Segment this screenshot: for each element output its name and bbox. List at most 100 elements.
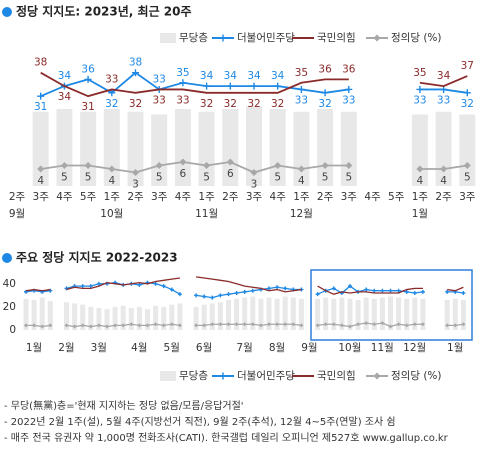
point-marker xyxy=(445,289,450,294)
legend-label: 국민의힘 xyxy=(317,32,356,44)
month-label: 10월 xyxy=(338,342,361,354)
value-label: 32 xyxy=(271,98,284,110)
point-marker xyxy=(177,323,182,328)
point-marker xyxy=(267,286,271,291)
value-label: 34 xyxy=(58,91,72,103)
point-marker xyxy=(453,323,458,328)
bar xyxy=(177,303,183,330)
value-label: 5 xyxy=(322,172,329,184)
bar xyxy=(331,298,337,330)
x-tick-label: 2주 xyxy=(222,191,239,203)
bar xyxy=(161,306,167,330)
title-bullet xyxy=(2,253,12,263)
point-marker xyxy=(373,34,381,42)
point-marker xyxy=(203,162,211,169)
bar xyxy=(23,298,29,330)
value-label: 33 xyxy=(176,94,189,106)
bar xyxy=(420,298,426,330)
legend-label: 무당층 xyxy=(179,370,208,382)
x-tick-label: 3주 xyxy=(151,191,168,203)
point-marker xyxy=(461,322,466,327)
point-marker xyxy=(64,323,69,328)
value-label: 6 xyxy=(227,168,234,180)
point-marker xyxy=(274,82,282,90)
value-label: 4 xyxy=(108,175,115,187)
bar xyxy=(323,297,329,330)
point-marker xyxy=(96,281,101,286)
bar xyxy=(96,308,102,330)
point-marker xyxy=(274,162,282,169)
point-marker xyxy=(202,323,207,328)
month-label: 3월 xyxy=(91,342,107,354)
point-marker xyxy=(373,372,381,380)
value-label: 33 xyxy=(153,94,166,106)
month-label: 1월 xyxy=(447,342,463,354)
point-marker xyxy=(315,292,320,297)
point-marker xyxy=(234,322,239,327)
bar xyxy=(363,297,369,330)
point-marker xyxy=(234,291,239,296)
point-marker xyxy=(24,323,28,328)
point-marker xyxy=(461,291,466,296)
bar xyxy=(88,306,94,330)
bar xyxy=(460,299,466,330)
bar xyxy=(379,297,385,330)
point-marker xyxy=(72,324,77,329)
value-label: 4 xyxy=(37,175,44,187)
point-marker xyxy=(226,322,231,327)
y-tick-label: 0 xyxy=(9,324,16,336)
point-marker xyxy=(194,293,199,298)
bar xyxy=(112,306,118,330)
bar xyxy=(174,109,191,186)
month-label: 12월 xyxy=(290,208,313,220)
bar xyxy=(250,296,256,330)
x-tick-label: 2주 xyxy=(317,191,334,203)
value-label: 32 xyxy=(105,98,118,110)
x-tick-label: 4주 xyxy=(175,191,192,203)
month-label: 12월 xyxy=(403,342,426,354)
bar xyxy=(153,305,159,330)
value-label: 33 xyxy=(342,94,355,106)
point-marker xyxy=(339,323,344,328)
value-label: 4 xyxy=(298,175,305,187)
x-tick-label: 1주 xyxy=(412,191,429,203)
value-label: 36 xyxy=(342,63,356,75)
point-marker xyxy=(169,322,174,327)
point-marker xyxy=(153,281,158,286)
point-marker xyxy=(161,323,166,328)
month-label: 11월 xyxy=(371,342,394,354)
legend-label: 무당층 xyxy=(179,32,208,44)
point-marker xyxy=(275,322,280,327)
point-marker xyxy=(331,286,336,291)
point-marker xyxy=(345,85,353,93)
value-label: 33 xyxy=(413,94,426,106)
legend-label: 정의당 (%) xyxy=(391,32,442,44)
point-marker xyxy=(218,322,223,327)
value-label: 4 xyxy=(417,175,424,187)
point-marker xyxy=(416,165,424,173)
value-label: 33 xyxy=(153,73,166,85)
bar xyxy=(396,297,402,330)
bar xyxy=(198,111,215,186)
month-label: 9월 xyxy=(301,342,317,354)
point-marker xyxy=(440,165,448,173)
point-marker xyxy=(219,372,227,380)
legend-swatch xyxy=(160,33,176,43)
value-label: 32 xyxy=(247,98,260,110)
value-label: 32 xyxy=(129,98,142,110)
point-marker xyxy=(396,322,401,327)
bar xyxy=(72,303,78,330)
x-tick-label: 1주 xyxy=(293,191,310,203)
highlight-box xyxy=(310,269,473,341)
bar xyxy=(298,298,304,330)
point-marker xyxy=(242,322,247,327)
bar xyxy=(315,298,321,330)
value-label: 32 xyxy=(200,98,213,110)
value-label: 34 xyxy=(271,70,285,82)
bar xyxy=(103,109,120,186)
point-marker xyxy=(299,323,304,328)
bar xyxy=(258,298,264,330)
value-label: 5 xyxy=(61,172,68,184)
point-marker xyxy=(202,294,207,299)
point-marker xyxy=(226,292,231,297)
